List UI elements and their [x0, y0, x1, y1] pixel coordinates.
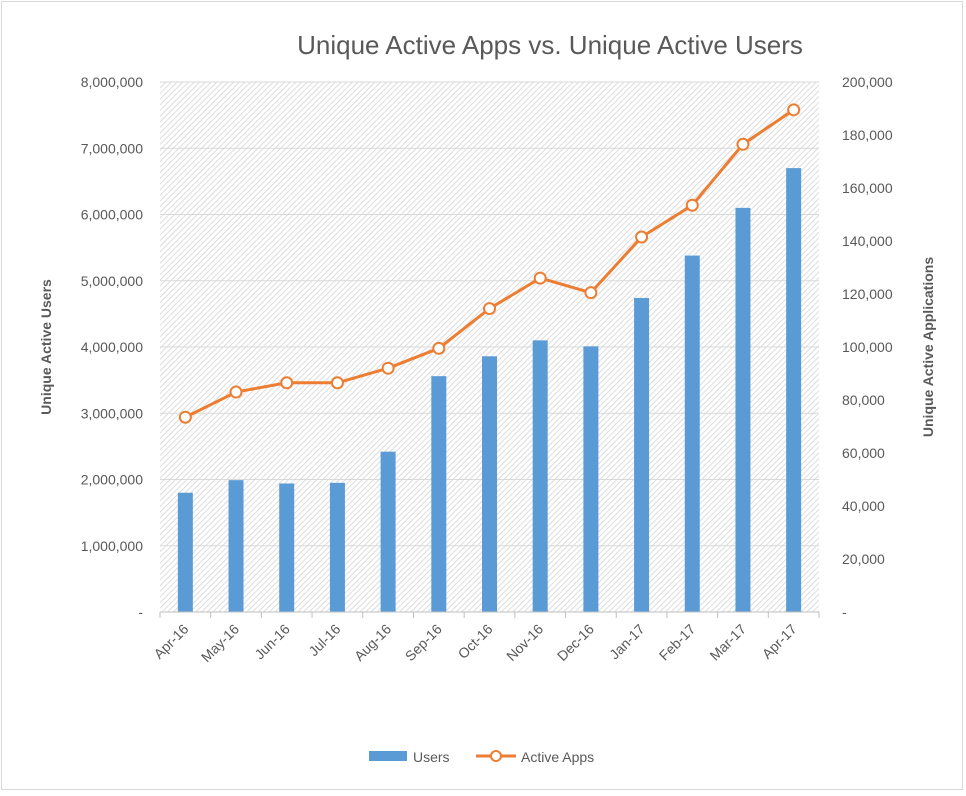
right-tick-label: 140,000: [842, 233, 893, 249]
x-tick-label: Jan-17: [606, 621, 648, 663]
users-bar: [177, 492, 193, 612]
right-axis-title: Unique Active Applications: [920, 257, 936, 437]
active-apps-marker: [229, 385, 243, 399]
users-bar: [431, 376, 447, 612]
right-tick-label: 100,000: [842, 339, 893, 355]
users-bar: [329, 482, 345, 612]
users-bar: [482, 356, 497, 612]
active-apps-line: [178, 103, 801, 424]
users-bar: [532, 340, 548, 612]
x-tick-label: Dec-16: [554, 621, 597, 664]
users-bar: [634, 297, 650, 612]
right-tick-label: 200,000: [842, 74, 893, 90]
right-tick-label: 40,000: [842, 498, 885, 514]
left-tick-label: -: [138, 604, 143, 620]
x-tick-label: Oct-16: [455, 621, 496, 662]
x-tick-label: Jun-16: [251, 621, 293, 663]
right-tick-label: 160,000: [842, 180, 893, 196]
x-tick-label: Mar-17: [706, 621, 749, 664]
x-tick-label: Sep-16: [402, 621, 445, 664]
legend-users-label: Users: [413, 749, 450, 765]
right-tick-label: 60,000: [842, 445, 885, 461]
active-apps-marker: [330, 376, 344, 390]
active-apps-marker: [483, 302, 496, 316]
legend-users-swatch: [369, 751, 407, 761]
x-tick-label: Apr-17: [759, 621, 800, 662]
x-tick-label: Jul-16: [305, 621, 343, 659]
active-apps-marker: [381, 361, 395, 375]
active-apps-marker: [533, 271, 547, 285]
left-tick-label: 2,000,000: [81, 472, 143, 488]
x-tick-label: Feb-17: [656, 621, 699, 664]
users-bar: [583, 346, 599, 612]
right-tick-label: -: [842, 604, 847, 620]
users-bar: [279, 483, 295, 612]
axes: [159, 611, 820, 618]
left-tick-label: 5,000,000: [81, 273, 143, 289]
right-tick-label: 180,000: [842, 127, 893, 143]
left-axis-title: Unique Active Users: [38, 279, 54, 415]
left-tick-label: 8,000,000: [81, 74, 143, 90]
x-axis-ticks: Apr-16 May-16 Jun-16 Jul-16 Aug-16 Sep-16 Oct-…: [150, 621, 799, 665]
users-bars: [177, 168, 802, 612]
active-apps-marker: [685, 198, 699, 212]
legend: Users Active Apps: [369, 749, 594, 765]
left-tick-label: 3,000,000: [81, 405, 143, 421]
users-bar: [228, 480, 244, 612]
left-tick-label: 4,000,000: [81, 339, 143, 355]
left-axis-ticks: - 1,000,000 2,000,000 3,000,000 4,000,000 5,0…: [81, 74, 144, 620]
active-apps-marker: [635, 230, 649, 244]
right-tick-label: 80,000: [842, 392, 885, 408]
active-apps-marker: [178, 410, 192, 424]
users-bar: [684, 255, 700, 612]
left-tick-label: 1,000,000: [81, 538, 143, 554]
active-apps-marker: [432, 341, 446, 355]
active-apps-marker: [787, 103, 801, 117]
left-tick-label: 7,000,000: [81, 140, 143, 156]
legend-active-apps-label: Active Apps: [521, 749, 594, 765]
x-tick-label: Nov-16: [503, 621, 546, 664]
x-tick-label: May-16: [198, 621, 242, 665]
x-tick-label: Apr-16: [150, 621, 191, 662]
users-bar: [380, 451, 396, 612]
legend-active-apps-marker: [490, 750, 502, 762]
x-tick-label: Aug-16: [351, 621, 394, 664]
active-apps-marker: [736, 137, 750, 151]
users-bar: [786, 168, 802, 612]
active-apps-marker: [584, 286, 598, 300]
right-tick-label: 20,000: [842, 551, 885, 567]
right-tick-label: 120,000: [842, 286, 893, 302]
chart-title: Unique Active Apps vs. Unique Active Use…: [297, 30, 803, 60]
users-bar: [735, 207, 751, 612]
right-axis-ticks: - 20,000 40,000 60,000 80,000 100,000 120,000 1…: [842, 74, 893, 620]
left-tick-label: 6,000,000: [81, 207, 143, 223]
active-apps-marker: [280, 376, 294, 390]
